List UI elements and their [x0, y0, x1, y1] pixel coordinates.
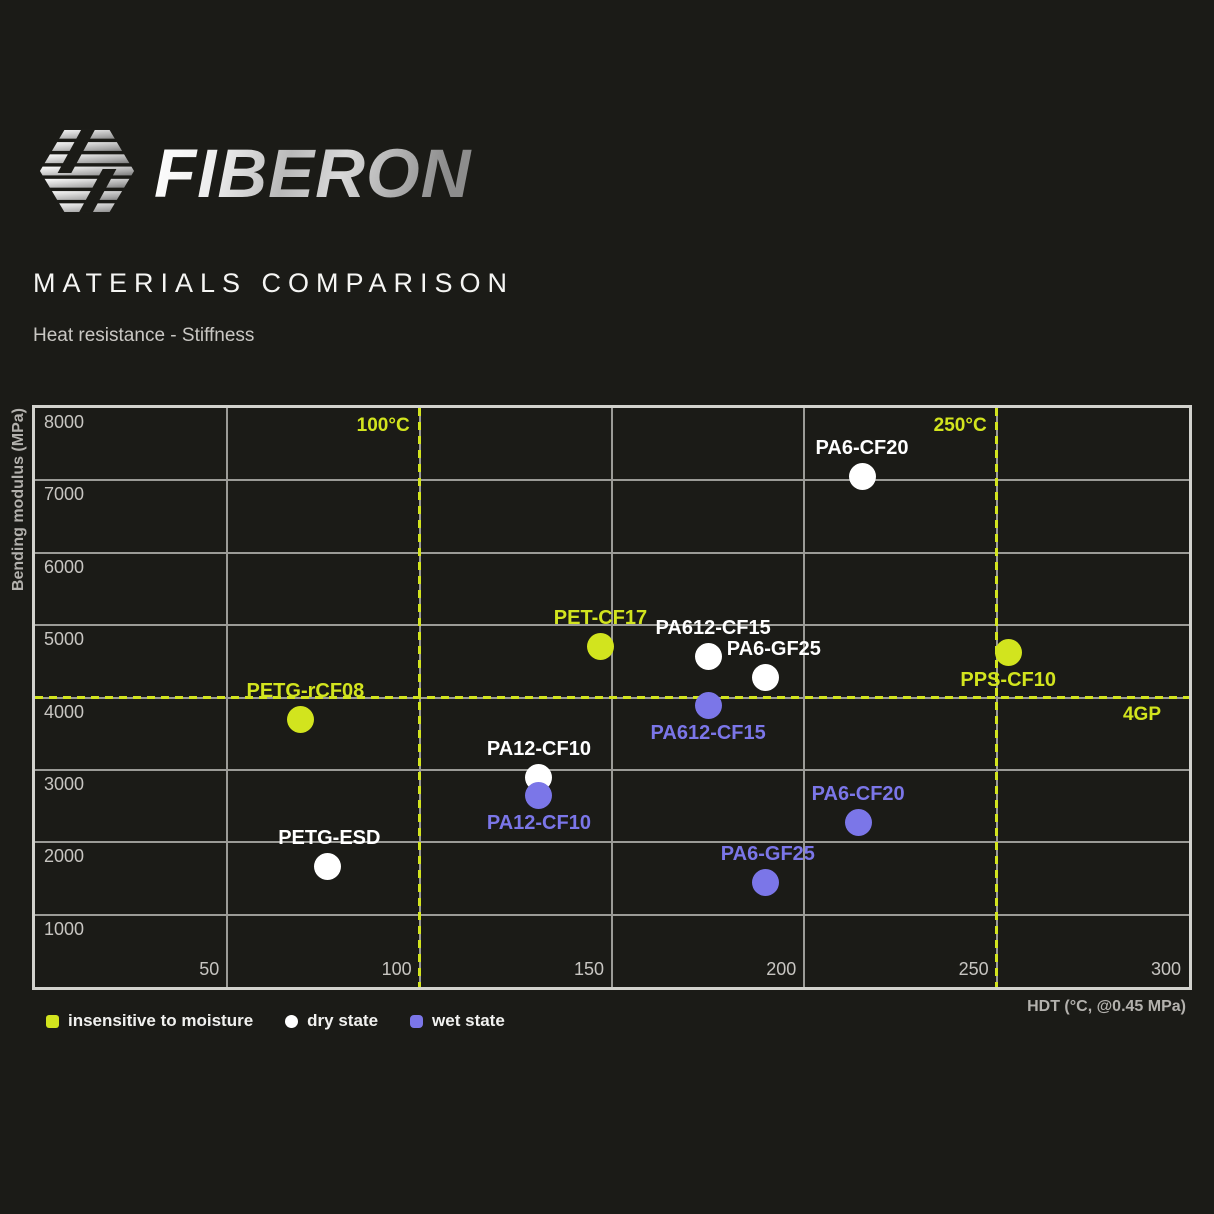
x-tick-label-300: 300	[1150, 959, 1181, 979]
data-point-label-pa6-cf20-dry: PA6-CF20	[815, 437, 909, 460]
legend-marker-dry-icon	[285, 1014, 299, 1028]
legend-label-wet: wet state	[432, 1011, 505, 1030]
y-tick-label-8000: 8000	[44, 412, 85, 432]
gridline-y-1000	[35, 913, 1189, 916]
page-title: MATERIALS COMPARISON	[33, 268, 515, 298]
data-point-pet-cf17-insensitive	[586, 633, 614, 661]
data-point-label-petg-esd-dry: PETG-ESD	[278, 826, 381, 849]
x-tick-label-50: 50	[199, 959, 220, 979]
data-point-label-pa12-cf10-wet: PA12-CF10	[486, 812, 591, 835]
ref-label-4GP: 4GP	[1122, 703, 1161, 725]
x-axis-title: HDT (°C, @0.45 MPa)	[1027, 998, 1186, 1015]
gridline-y-7000	[35, 479, 1189, 482]
brand-wordmark: FIBERON	[154, 126, 472, 222]
y-tick-label-4000: 4000	[44, 701, 85, 722]
y-tick-label-2000: 2000	[44, 846, 85, 867]
gridline-y-2000	[35, 841, 1189, 844]
gridline-y-6000	[35, 551, 1189, 554]
data-point-label-pps-cf10-insensitive: PPS-CF10	[960, 669, 1056, 692]
data-point-pa612-cf15-dry	[694, 643, 722, 671]
legend-marker-wet-icon	[410, 1014, 424, 1028]
ref-label-250°C: 250°C	[933, 415, 987, 436]
data-point-label-pa12-cf10-dry: PA12-CF10	[486, 737, 591, 760]
data-point-label-pa6-gf25-dry: PA6-GF25	[726, 637, 821, 660]
data-point-petg-esd-dry	[313, 852, 341, 880]
chart-legend: insensitive to moisture dry state wet stat…	[46, 1011, 505, 1031]
data-point-pa6-cf20-wet	[844, 809, 872, 837]
scatter-chart: 50 100 150 200 250 300 1000 2000 3000 4000 5000 600…	[32, 405, 1192, 990]
x-tick-label-200: 200	[766, 959, 797, 979]
data-point-label-pa612-cf15-dry: PA612-CF15	[655, 617, 771, 640]
ref-label-100°C: 100°C	[356, 415, 410, 436]
plot-area: 50 100 150 200 250 300 1000 2000 3000 4000 5000 600…	[35, 408, 1189, 987]
gridline-y-3000	[35, 768, 1189, 771]
y-axis-title: Bending modulus (MPa)	[10, 408, 27, 592]
data-point-label-pet-cf17-insensitive: PET-CF17	[553, 607, 648, 630]
legend-marker-insensitive-icon	[46, 1014, 59, 1028]
data-point-pa612-cf15-wet	[694, 691, 722, 719]
y-tick-label-5000: 5000	[44, 629, 85, 650]
fiberon-logo-icon	[38, 122, 136, 220]
page-subtitle: Heat resistance - Stiffness	[33, 325, 255, 346]
x-tick-label-100: 100	[381, 959, 412, 979]
data-point-label-pa6-cf20-wet: PA6-CF20	[811, 783, 905, 806]
x-tick-label-150: 150	[573, 959, 604, 979]
legend-label-dry: dry state	[307, 1011, 379, 1030]
legend-label-insensitive: insensitive to moisture	[68, 1011, 254, 1030]
legend-item-dry: dry state	[285, 1011, 378, 1031]
data-point-label-pa6-gf25-wet: PA6-GF25	[720, 843, 815, 866]
gridline-y-5000	[35, 624, 1189, 627]
data-point-petg-rcf08-insensitive	[286, 705, 314, 733]
data-point-pa6-gf25-dry	[752, 663, 780, 691]
y-tick-label-1000: 1000	[44, 918, 85, 939]
legend-item-insensitive: insensitive to moisture	[46, 1011, 253, 1031]
data-point-pps-cf10-insensitive	[994, 639, 1022, 667]
x-tick-label-250: 250	[958, 959, 989, 979]
data-point-label-pa612-cf15-wet: PA612-CF15	[650, 721, 766, 744]
y-tick-label-6000: 6000	[44, 556, 85, 577]
y-tick-label-3000: 3000	[44, 773, 85, 794]
y-tick-label-7000: 7000	[44, 484, 85, 505]
legend-item-wet: wet state	[410, 1011, 505, 1031]
data-point-pa12-cf10-wet	[525, 782, 553, 810]
data-point-label-petg-rcf08-insensitive: PETG-rCF08	[246, 679, 365, 702]
ref-line-4GP	[35, 696, 1189, 699]
data-point-pa6-cf20-dry	[848, 463, 876, 491]
data-point-pa6-gf25-wet	[752, 869, 780, 897]
